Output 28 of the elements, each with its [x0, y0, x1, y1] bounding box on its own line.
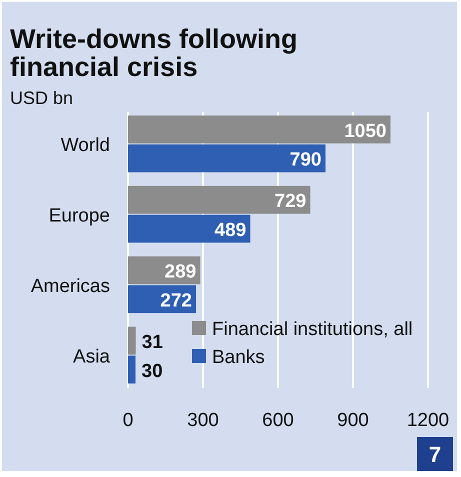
x-tick-label: 1200 [406, 410, 450, 431]
data-label: 289 [164, 262, 196, 283]
data-label: 31 [142, 332, 164, 354]
bar [128, 356, 136, 384]
bar [128, 116, 390, 144]
legend-label: Financial institutions, all [212, 318, 413, 340]
chart-title: Write-downs following financial crisis [10, 24, 298, 82]
x-tick-label: 600 [262, 410, 294, 431]
bar [128, 186, 310, 214]
x-tick-label: 900 [337, 410, 369, 431]
x-tick-label: 300 [187, 410, 219, 431]
y-tick-label: Asia [73, 346, 110, 368]
bar [128, 144, 326, 172]
y-tick-label: World [60, 135, 110, 156]
y-tick-label: Europe [48, 206, 110, 227]
data-label: 272 [160, 290, 192, 312]
y-tick-label: Americas [30, 276, 110, 298]
data-label: 790 [290, 150, 322, 171]
data-label: 30 [142, 360, 163, 382]
chart-subtitle: USD bn [10, 88, 74, 108]
bar [128, 326, 136, 355]
x-tick-label: 0 [122, 410, 134, 431]
bar [128, 214, 250, 243]
text: 7 [428, 442, 442, 467]
legend-label: Banks [212, 346, 265, 368]
data-label: 489 [214, 220, 246, 242]
data-label: 1050 [344, 120, 386, 142]
data-label: 729 [274, 191, 306, 212]
